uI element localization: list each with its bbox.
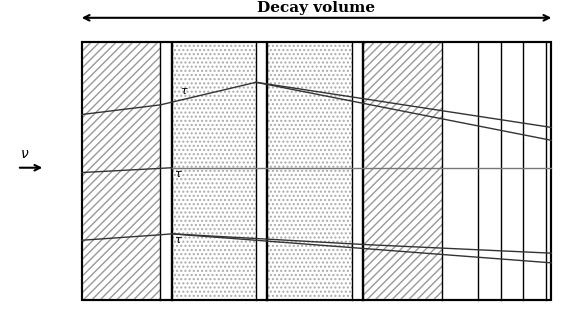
Text: $\tau$: $\tau$ bbox=[174, 169, 183, 179]
Text: Decay volume: Decay volume bbox=[258, 1, 375, 14]
Text: $\tau$: $\tau$ bbox=[180, 86, 189, 95]
Bar bbox=[267, 42, 352, 300]
Text: $\tau$: $\tau$ bbox=[174, 235, 183, 244]
Bar bbox=[82, 42, 552, 300]
Bar bbox=[363, 42, 442, 300]
Bar bbox=[82, 42, 552, 300]
Text: $\nu$: $\nu$ bbox=[20, 147, 29, 161]
Bar bbox=[82, 42, 160, 300]
Bar bbox=[172, 42, 256, 300]
